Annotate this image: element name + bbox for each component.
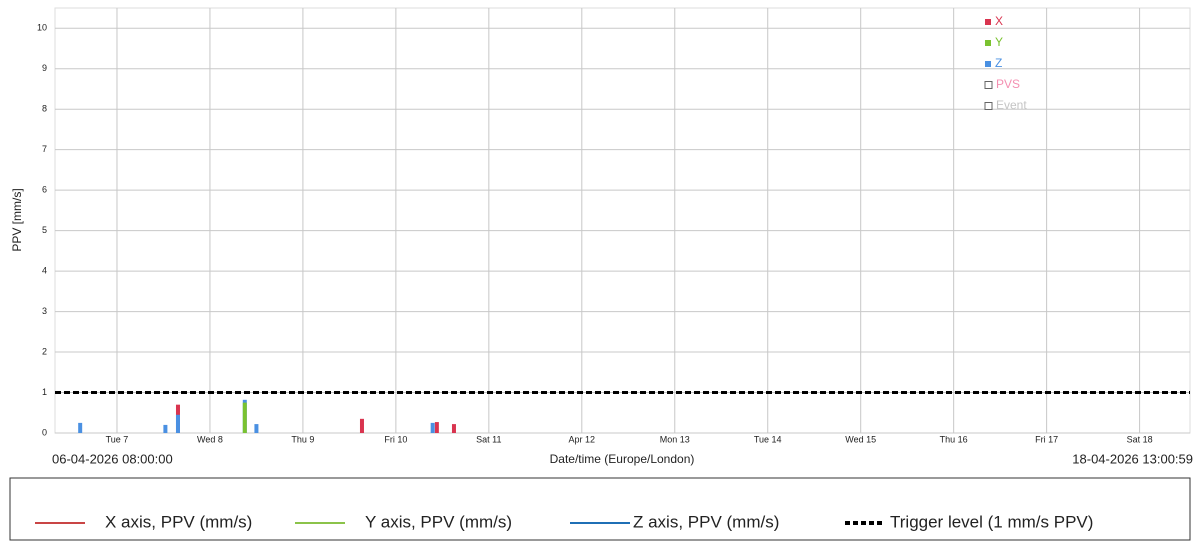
bar (242, 402, 247, 433)
legend-label: Event (996, 98, 1027, 112)
bottom-legend-label: Trigger level (1 mm/s PPV) (890, 512, 1093, 531)
x-tick-label: Tue 14 (754, 434, 782, 444)
x-tick-label: Thu 9 (291, 434, 314, 444)
bar (254, 424, 259, 433)
x-tick-label: Sat 11 (476, 434, 501, 444)
bar (451, 424, 456, 433)
x-tick-label: Mon 13 (660, 434, 690, 444)
plot-area (54, 7, 1191, 434)
bar (175, 414, 180, 433)
bar (163, 424, 168, 433)
legend-swatch (985, 19, 991, 25)
bar (359, 418, 364, 433)
x-tick-label: Fri 17 (1035, 434, 1058, 444)
bottom-legend-label: Y axis, PPV (mm/s) (365, 512, 512, 531)
x-tick-label: Thu 16 (940, 434, 968, 444)
bottom-legend-label: Z axis, PPV (mm/s) (633, 512, 779, 531)
x-tick-label: Fri 10 (384, 434, 407, 444)
y-tick-label: 0 (42, 427, 47, 437)
y-tick-label: 7 (42, 144, 47, 154)
y-tick-label: 6 (42, 185, 47, 195)
bar (430, 422, 435, 433)
legend-swatch (985, 40, 991, 46)
y-tick-label: 3 (42, 306, 47, 316)
legend-label: Z (995, 56, 1002, 70)
bottom-legend-box (9, 477, 1191, 541)
y-tick-label: 4 (42, 265, 47, 275)
legend-swatch (984, 102, 993, 110)
legend-swatch (984, 81, 993, 89)
x-axis-label: Date/time (Europe/London) (550, 452, 695, 466)
y-tick-label: 9 (42, 63, 47, 73)
x-tick-label: Tue 7 (106, 434, 129, 444)
x-tick-label: Sat 18 (1127, 434, 1153, 444)
y-tick-label: 8 (42, 104, 47, 114)
x-tick-label: Wed 15 (845, 434, 876, 444)
y-axis-label: PPV [mm/s] (10, 188, 24, 251)
legend-label: X (995, 14, 1003, 28)
legend-label: PVS (996, 77, 1020, 91)
y-tick-label: 2 (42, 346, 47, 356)
x-tick-label: Wed 8 (197, 434, 223, 444)
legend-label: Y (995, 35, 1003, 49)
bottom-legend-label: X axis, PPV (mm/s) (105, 512, 252, 531)
x-tick-label: Apr 12 (569, 434, 596, 444)
x-start-label: 06-04-2026 08:00:00 (52, 451, 173, 466)
legend-swatch (985, 61, 991, 67)
y-tick-label: 5 (42, 225, 47, 235)
bar (78, 422, 83, 433)
y-tick-label: 1 (42, 387, 47, 397)
x-end-label: 18-04-2026 13:00:59 (1072, 451, 1193, 466)
y-tick-label: 10 (37, 23, 47, 33)
bar (434, 422, 439, 433)
